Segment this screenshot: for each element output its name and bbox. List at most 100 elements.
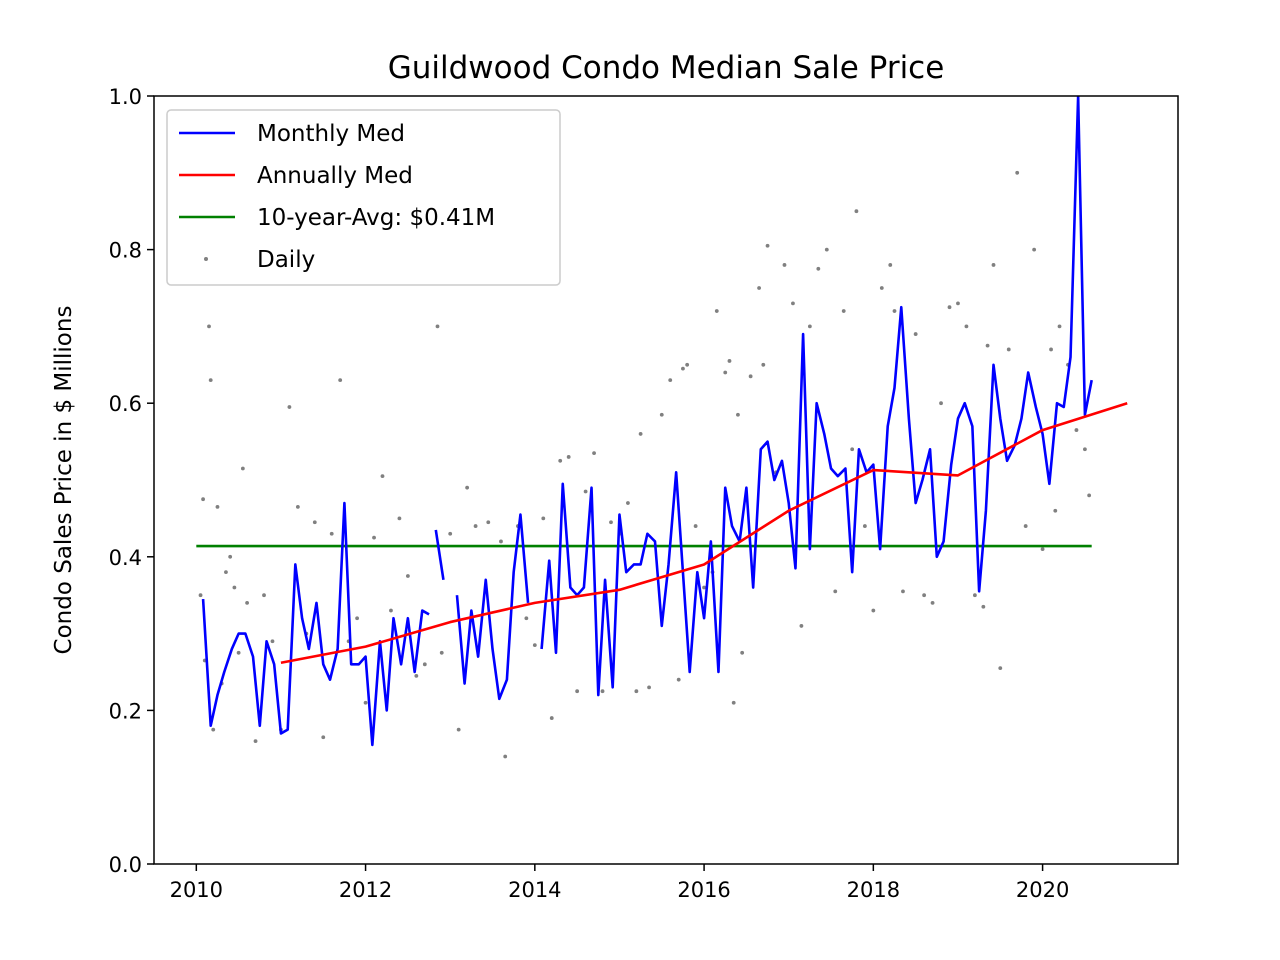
daily-point xyxy=(634,689,639,694)
chart-title: Guildwood Condo Median Sale Price xyxy=(388,50,945,86)
daily-point xyxy=(964,324,969,329)
daily-point xyxy=(791,301,795,306)
legend-label: Annually Med xyxy=(257,163,413,189)
y-axis: 0.0 0.2 0.4 0.6 0.8 1.0 xyxy=(109,85,154,877)
daily-point xyxy=(685,362,690,367)
daily-point xyxy=(609,520,613,525)
daily-point xyxy=(448,531,453,536)
daily-point xyxy=(956,301,960,306)
daily-point xyxy=(228,554,233,559)
daily-point xyxy=(748,374,753,379)
daily-point xyxy=(236,650,241,655)
x-axis: 2010 2012 2014 2016 2018 2020 xyxy=(170,864,1069,902)
daily-point xyxy=(901,589,905,594)
daily-point xyxy=(1049,347,1053,352)
daily-point xyxy=(702,585,706,590)
x-tick-label: 2016 xyxy=(677,878,730,902)
daily-point xyxy=(930,600,935,605)
x-tick-label: 2014 xyxy=(508,878,561,902)
daily-point xyxy=(854,209,859,214)
daily-point xyxy=(558,458,563,463)
y-tick-label: 0.0 xyxy=(109,853,142,877)
daily-point xyxy=(1057,324,1062,329)
daily-point xyxy=(862,524,867,528)
daily-point xyxy=(207,324,211,329)
daily-point xyxy=(372,535,376,540)
daily-point xyxy=(676,677,681,682)
daily-point xyxy=(1006,347,1011,352)
daily-point xyxy=(693,524,698,528)
annually-med-line xyxy=(280,401,1128,665)
y-tick-label: 0.2 xyxy=(109,699,142,723)
y-tick-label: 0.4 xyxy=(109,546,142,570)
y-tick-label: 1.0 xyxy=(109,85,142,109)
daily-point xyxy=(549,716,554,720)
daily-point xyxy=(765,243,770,248)
daily-point xyxy=(465,485,470,490)
daily-point xyxy=(211,727,216,732)
daily-point xyxy=(473,524,478,528)
daily-point xyxy=(888,263,893,267)
daily-point xyxy=(380,474,385,479)
daily-point xyxy=(736,412,740,417)
daily-point xyxy=(439,650,444,655)
daily-point xyxy=(329,531,334,536)
daily-point xyxy=(389,608,393,613)
daily-point xyxy=(566,455,571,459)
daily-point xyxy=(799,624,804,628)
daily-point xyxy=(740,650,745,655)
daily-point xyxy=(253,739,258,744)
daily-point xyxy=(321,735,326,740)
daily-point xyxy=(215,504,220,509)
daily-point xyxy=(807,324,812,329)
daily-point xyxy=(1040,547,1045,552)
daily-point xyxy=(972,593,977,598)
daily-point xyxy=(312,520,317,525)
daily-point xyxy=(397,516,402,521)
daily-point xyxy=(1087,493,1092,498)
daily-point xyxy=(731,700,736,705)
daily-point xyxy=(1083,447,1087,452)
daily-point xyxy=(1023,524,1028,528)
daily-point xyxy=(647,685,651,690)
legend-label: Daily xyxy=(257,247,315,273)
daily-point xyxy=(435,324,440,329)
daily-point xyxy=(879,286,884,290)
daily-point xyxy=(224,570,228,575)
daily-point xyxy=(422,662,427,667)
monthly-med-line xyxy=(455,513,530,701)
daily-point xyxy=(947,305,952,310)
daily-point xyxy=(824,247,829,252)
y-axis-label: Condo Sales Price in $ Millions xyxy=(51,306,77,655)
plot-frame xyxy=(153,95,1179,865)
daily-point xyxy=(841,309,846,313)
daily-point xyxy=(600,689,605,694)
daily-point xyxy=(1032,247,1037,252)
x-tick-label: 2018 xyxy=(847,878,900,902)
daily-point xyxy=(575,689,580,694)
daily-point xyxy=(232,585,237,590)
daily-point xyxy=(262,593,266,598)
daily-point xyxy=(240,466,245,471)
y-tick-label: 0.6 xyxy=(109,392,142,416)
daily-point xyxy=(532,643,537,648)
legend-label: Monthly Med xyxy=(257,121,405,147)
daily-point xyxy=(541,516,546,521)
daily-point xyxy=(939,401,943,406)
legend-marker xyxy=(204,257,208,261)
daily-point xyxy=(998,666,1003,671)
daily-point xyxy=(913,332,918,336)
daily-point xyxy=(761,362,766,367)
daily-point xyxy=(201,497,205,502)
daily-point xyxy=(727,359,732,363)
daily-point xyxy=(270,639,275,644)
daily-point xyxy=(295,504,300,509)
daily-point xyxy=(985,343,990,348)
legend-box xyxy=(166,109,561,286)
daily-point xyxy=(208,378,213,383)
daily-point xyxy=(638,432,643,436)
daily-point xyxy=(626,501,630,505)
daily-point xyxy=(892,309,897,313)
daily-point xyxy=(583,489,588,494)
plot-area xyxy=(196,96,1128,759)
